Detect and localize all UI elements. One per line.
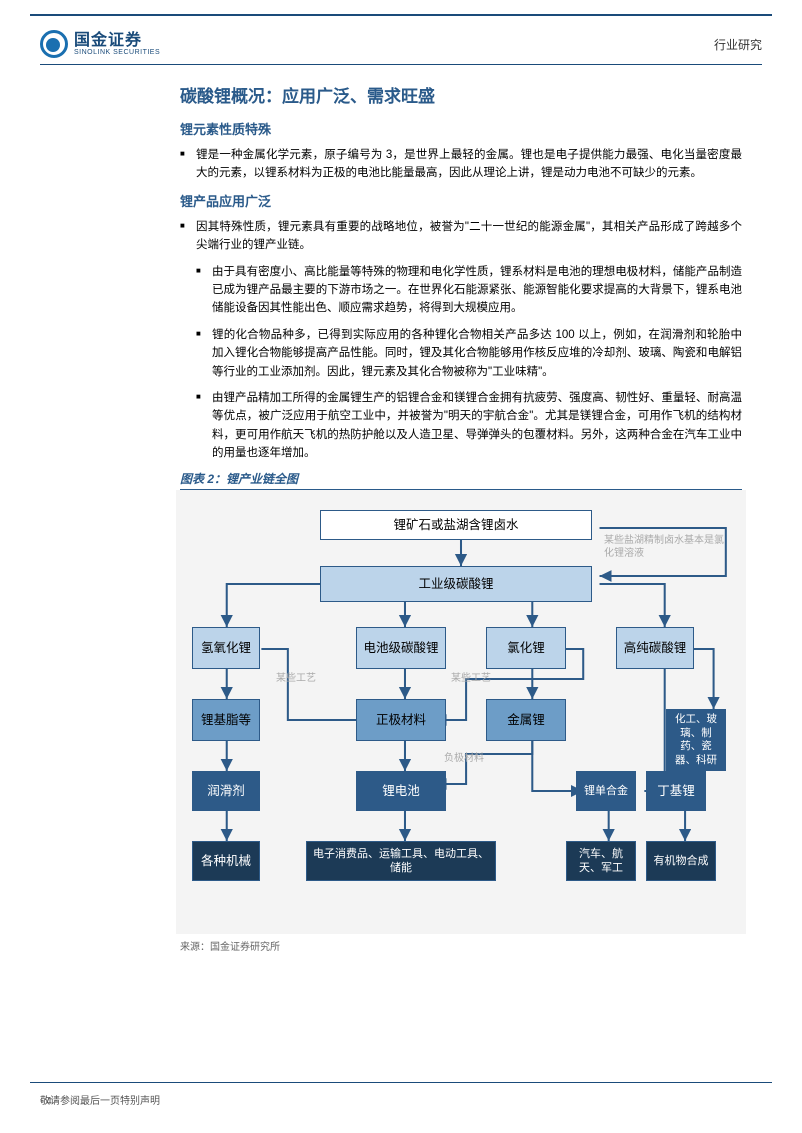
para-2: 因其特殊性质，锂元素具有重要的战略地位，被誉为"二十一世纪的能源金属"，其相关产… bbox=[180, 218, 742, 255]
subtitle-1: 锂元素性质特殊 bbox=[180, 119, 742, 138]
node-side: 化工、玻璃、制药、瓷器、科研 bbox=[666, 709, 726, 771]
node-li-grease: 锂基脂等 bbox=[192, 699, 260, 741]
ann-brine: 某些盐湖精制卤水基本是氯化锂溶液 bbox=[604, 534, 724, 560]
logo: 国金证券 SINOLINK SECURITIES bbox=[40, 30, 160, 58]
page-title: 碳酸锂概况：应用广泛、需求旺盛 bbox=[180, 82, 742, 107]
node-lubricant: 润滑剂 bbox=[192, 771, 260, 811]
chart-source: 来源：国金证券研究所 bbox=[180, 938, 742, 953]
node-cathode: 正极材料 bbox=[356, 699, 446, 741]
node-butyl-li: 丁基锂 bbox=[646, 771, 706, 811]
para-3: 由于具有密度小、高比能量等特殊的物理和电化学性质，锂系材料是电池的理想电极材料，… bbox=[180, 263, 742, 318]
node-machine: 各种机械 bbox=[192, 841, 260, 881]
node-licl: 氯化锂 bbox=[486, 627, 566, 669]
node-high-pure: 高纯碳酸锂 bbox=[616, 627, 694, 669]
header-category: 行业研究 bbox=[714, 36, 762, 53]
ann-anode: 负极材料 bbox=[444, 752, 484, 765]
ann-proc2: 某些工艺 bbox=[451, 672, 491, 685]
logo-en: SINOLINK SECURITIES bbox=[74, 49, 160, 56]
node-auto-aero: 汽车、航天、军工 bbox=[566, 841, 636, 881]
para-4: 锂的化合物品种多，已得到实际应用的各种锂化合物相关产品多达 100 以上，例如，… bbox=[180, 326, 742, 381]
node-battery-li: 电池级碳酸锂 bbox=[356, 627, 446, 669]
figure-title: 图表 2：锂产业链全图 bbox=[180, 470, 742, 490]
header: 国金证券 SINOLINK SECURITIES 行业研究 bbox=[40, 24, 762, 64]
ann-proc1: 某些工艺 bbox=[276, 672, 316, 685]
node-elec: 电子消费品、运输工具、电动工具、储能 bbox=[306, 841, 496, 881]
bottom-border bbox=[30, 1082, 772, 1083]
node-organic: 有机物合成 bbox=[646, 841, 716, 881]
header-rule bbox=[40, 64, 762, 65]
top-border bbox=[30, 14, 772, 16]
node-li-alloy: 锂单合金 bbox=[576, 771, 636, 811]
flowchart: 锂矿石或盐湖含锂卤水 工业级碳酸锂 氢氧化锂 电池级碳酸锂 氯化锂 高纯碳酸锂 … bbox=[186, 504, 736, 924]
node-lioh: 氢氧化锂 bbox=[192, 627, 260, 669]
para-1: 锂是一种金属化学元素，原子编号为 3，是世界上最轻的金属。锂也是电子提供能力最强… bbox=[180, 146, 742, 183]
subtitle-2: 锂产品应用广泛 bbox=[180, 191, 742, 210]
node-li-battery: 锂电池 bbox=[356, 771, 446, 811]
node-metal-li: 金属锂 bbox=[486, 699, 566, 741]
page-number: - 4 - bbox=[40, 1096, 762, 1107]
content: 碳酸锂概况：应用广泛、需求旺盛 锂元素性质特殊 锂是一种金属化学元素，原子编号为… bbox=[180, 82, 742, 953]
logo-icon bbox=[40, 30, 68, 58]
node-industrial: 工业级碳酸锂 bbox=[320, 566, 592, 602]
chart-container: 锂矿石或盐湖含锂卤水 工业级碳酸锂 氢氧化锂 电池级碳酸锂 氯化锂 高纯碳酸锂 … bbox=[176, 490, 746, 934]
node-source: 锂矿石或盐湖含锂卤水 bbox=[320, 510, 592, 540]
para-5: 由锂产品精加工所得的金属锂生产的铝锂合金和镁锂合金拥有抗疲劳、强度高、韧性好、重… bbox=[180, 389, 742, 463]
logo-cn: 国金证券 bbox=[74, 33, 160, 49]
